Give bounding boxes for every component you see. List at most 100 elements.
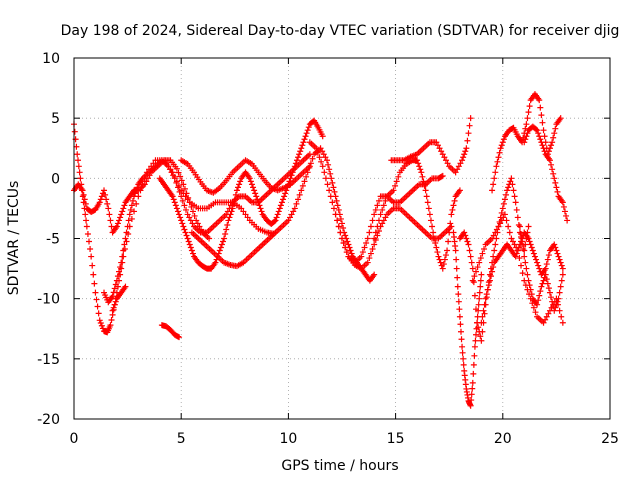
data-point bbox=[278, 199, 285, 206]
data-point bbox=[425, 205, 432, 212]
data-point bbox=[324, 181, 331, 188]
data-point bbox=[500, 136, 507, 143]
data-point bbox=[337, 229, 344, 236]
data-point bbox=[417, 166, 424, 173]
data-point bbox=[530, 304, 537, 311]
data-point bbox=[319, 148, 326, 155]
data-point bbox=[521, 253, 528, 260]
data-point bbox=[113, 277, 120, 284]
data-point bbox=[143, 178, 150, 185]
data-point bbox=[505, 184, 512, 191]
data-point bbox=[189, 208, 196, 215]
data-point bbox=[114, 273, 121, 280]
data-point bbox=[438, 148, 445, 155]
data-point bbox=[369, 217, 376, 224]
data-point bbox=[479, 328, 486, 335]
data-point bbox=[469, 277, 476, 284]
data-point bbox=[133, 187, 140, 194]
data-point bbox=[334, 217, 341, 224]
data-point bbox=[495, 223, 502, 230]
data-point bbox=[75, 157, 82, 164]
data-point bbox=[393, 178, 400, 185]
data-point bbox=[453, 256, 460, 263]
data-point bbox=[187, 244, 194, 251]
data-point bbox=[472, 337, 479, 344]
data-point bbox=[276, 205, 283, 212]
data-point bbox=[551, 175, 558, 182]
data-point bbox=[471, 273, 478, 280]
data-marks bbox=[71, 91, 571, 409]
data-point bbox=[88, 253, 95, 260]
data-point bbox=[466, 122, 473, 129]
data-point bbox=[513, 250, 520, 257]
data-point bbox=[537, 136, 544, 143]
data-point bbox=[536, 265, 543, 272]
data-point bbox=[322, 175, 329, 182]
data-point bbox=[256, 202, 263, 209]
data-point bbox=[281, 193, 288, 200]
data-point bbox=[523, 121, 530, 128]
data-point bbox=[479, 313, 486, 320]
data-point bbox=[92, 289, 99, 296]
data-point bbox=[504, 187, 511, 194]
data-point bbox=[460, 361, 467, 368]
data-point bbox=[516, 241, 523, 248]
y-tick-label: -20 bbox=[37, 412, 60, 428]
data-point bbox=[434, 142, 441, 149]
data-point bbox=[108, 223, 115, 230]
data-point bbox=[122, 235, 129, 242]
data-point bbox=[541, 148, 548, 155]
data-point bbox=[442, 157, 449, 164]
data-point bbox=[90, 271, 97, 278]
data-point bbox=[527, 286, 534, 293]
data-point bbox=[414, 157, 421, 164]
data-point bbox=[103, 196, 110, 203]
data-point bbox=[337, 215, 344, 222]
data-point bbox=[119, 208, 126, 215]
data-point bbox=[539, 280, 546, 287]
series-arc-4 bbox=[109, 283, 129, 314]
data-point bbox=[171, 175, 178, 182]
data-point bbox=[468, 391, 475, 398]
data-point bbox=[319, 163, 326, 170]
data-point bbox=[469, 265, 476, 272]
data-point bbox=[335, 206, 342, 213]
data-point bbox=[453, 265, 460, 272]
data-point bbox=[501, 196, 508, 203]
data-point bbox=[371, 235, 378, 242]
data-point bbox=[178, 177, 185, 184]
data-point bbox=[490, 181, 497, 188]
data-point bbox=[431, 235, 438, 242]
data-point bbox=[291, 205, 298, 212]
data-point bbox=[506, 229, 513, 236]
data-point bbox=[323, 157, 330, 164]
data-point bbox=[295, 196, 302, 203]
data-point bbox=[271, 218, 278, 225]
data-point bbox=[124, 223, 131, 230]
data-point bbox=[475, 324, 482, 331]
data-point bbox=[514, 214, 521, 221]
data-point bbox=[544, 280, 551, 287]
data-point bbox=[287, 214, 294, 221]
data-point bbox=[182, 229, 189, 236]
data-point bbox=[367, 223, 374, 230]
data-point bbox=[520, 246, 527, 253]
data-point bbox=[451, 197, 458, 204]
data-point bbox=[272, 217, 279, 224]
data-point bbox=[482, 295, 489, 302]
data-point bbox=[525, 109, 532, 116]
data-point bbox=[452, 169, 459, 176]
tick-labels: 0 5 10 15 20 25 -20 -15 -10 -5 0 5 10 bbox=[37, 51, 619, 447]
data-point bbox=[452, 247, 459, 254]
data-point bbox=[131, 208, 138, 215]
data-point bbox=[532, 309, 539, 316]
data-point bbox=[121, 241, 128, 248]
data-point bbox=[488, 273, 495, 280]
data-point bbox=[236, 181, 243, 188]
data-point bbox=[491, 175, 498, 182]
data-point bbox=[244, 214, 251, 221]
data-point bbox=[454, 283, 461, 290]
data-point bbox=[436, 256, 443, 263]
data-point bbox=[326, 187, 333, 194]
data-point bbox=[110, 304, 117, 311]
